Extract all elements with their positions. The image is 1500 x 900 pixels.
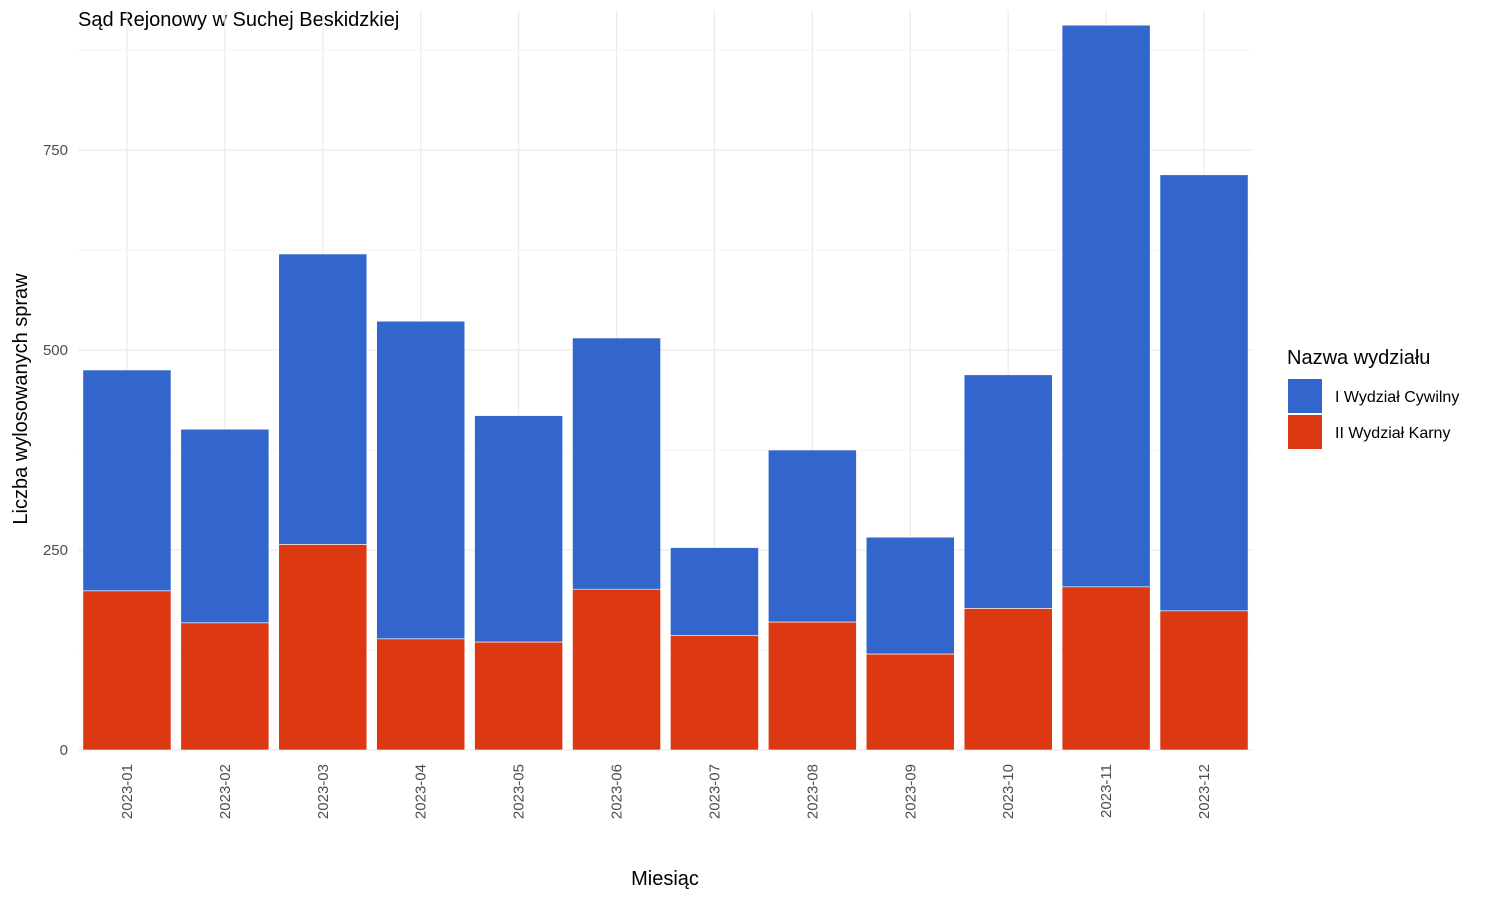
bar-2023-01-series-0 (82, 590, 172, 751)
bar-2023-11-series-0 (1061, 586, 1151, 751)
x-tick-label: 2023-10 (1000, 764, 1017, 819)
legend-label: II Wydział Karny (1335, 425, 1450, 442)
bar-2023-12-series-0 (1159, 610, 1249, 751)
x-tick-label: 2023-12 (1196, 764, 1213, 819)
y-axis-title: Liczba wylosowanych spraw (10, 273, 32, 525)
bar-2023-07-series-0 (670, 635, 759, 751)
y-tick-label: 250 (43, 542, 68, 559)
bar-2023-04-series-0 (376, 638, 466, 751)
bar-2023-04-series-1 (376, 320, 466, 640)
bar-2023-10-series-0 (963, 608, 1053, 751)
x-tick-label: 2023-02 (217, 764, 234, 819)
y-axis-ticks: 0 250 500 750 (43, 142, 68, 759)
x-tick-label: 2023-08 (804, 764, 821, 819)
chart-title: Sąd Rejonowy w Suchej Beskidzkiej (78, 9, 399, 31)
x-tick-label: 2023-11 (1098, 764, 1115, 818)
bar-2023-06-series-1 (572, 337, 661, 590)
bar-2023-10-series-1 (963, 374, 1053, 609)
legend: Nazwa wydziału I Wydział Cywilny II Wydzi… (1287, 347, 1459, 449)
bar-2023-05-series-0 (474, 641, 563, 751)
bar-2023-03-series-1 (278, 253, 368, 545)
x-axis-ticks: 2023-01 2023-02 2023-03 2023-04 2023-05 2023-… (119, 764, 1213, 819)
x-tick-label: 2023-09 (902, 764, 919, 819)
bar-2023-02-series-1 (180, 428, 270, 624)
legend-label: I Wydział Cywilny (1335, 389, 1459, 406)
bar-2023-02-series-0 (180, 622, 270, 751)
bar-2023-12-series-1 (1159, 174, 1249, 612)
bar-2023-11-series-1 (1061, 24, 1151, 588)
y-tick-label: 0 (60, 742, 68, 759)
legend-swatch (1288, 379, 1322, 413)
x-tick-label: 2023-07 (706, 764, 723, 819)
legend-swatch (1288, 415, 1322, 449)
bar-2023-09-series-1 (865, 536, 955, 655)
bar-2023-08-series-0 (768, 621, 857, 751)
x-tick-label: 2023-05 (511, 764, 528, 819)
bar-2023-01-series-1 (82, 369, 172, 592)
bar-2023-08-series-1 (768, 449, 857, 623)
legend-title: Nazwa wydziału (1287, 347, 1430, 369)
x-tick-label: 2023-01 (119, 764, 136, 819)
y-tick-label: 500 (43, 342, 68, 359)
bar-2023-05-series-1 (474, 415, 563, 643)
bar-2023-06-series-0 (572, 588, 661, 751)
bars (82, 24, 1249, 751)
bar-2023-03-series-0 (278, 544, 368, 751)
x-axis-title: Miesiąc (631, 868, 699, 890)
y-tick-label: 750 (43, 142, 68, 159)
x-tick-label: 2023-03 (315, 764, 332, 819)
x-tick-label: 2023-04 (413, 764, 430, 819)
bar-2023-07-series-1 (670, 547, 759, 636)
bar-2023-09-series-0 (865, 653, 955, 751)
x-tick-label: 2023-06 (609, 764, 626, 819)
